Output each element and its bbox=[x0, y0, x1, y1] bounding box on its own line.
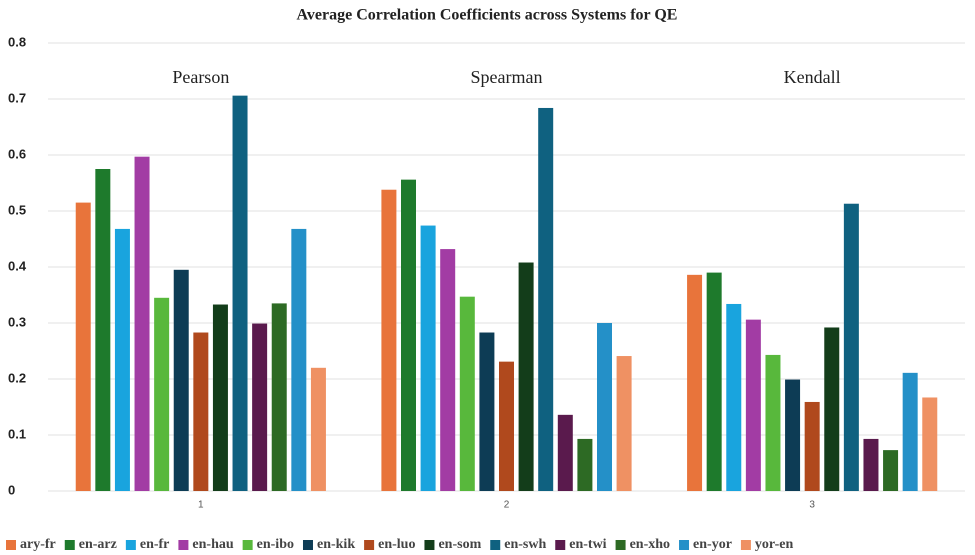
bar bbox=[479, 332, 495, 491]
bar bbox=[883, 450, 899, 491]
bar bbox=[401, 179, 416, 491]
bar bbox=[557, 414, 573, 491]
legend-label: en-yor bbox=[693, 537, 732, 552]
y-tick-label: 0.2 bbox=[8, 370, 26, 385]
bar bbox=[804, 401, 820, 491]
bar bbox=[173, 269, 189, 491]
legend-label: en-hau bbox=[192, 537, 233, 552]
legend-swatch bbox=[125, 540, 136, 550]
legend-label: en-arz bbox=[79, 537, 117, 552]
y-tick-label: 0.7 bbox=[8, 90, 26, 105]
bar bbox=[381, 189, 397, 491]
legend-swatch bbox=[364, 540, 375, 550]
legend-swatch bbox=[242, 540, 253, 550]
legend-swatch bbox=[555, 540, 566, 550]
bar bbox=[75, 202, 91, 491]
bar bbox=[212, 304, 228, 491]
bar bbox=[232, 95, 248, 491]
bar bbox=[459, 296, 475, 491]
legend-swatch bbox=[424, 540, 435, 550]
bar bbox=[577, 438, 593, 491]
bar bbox=[765, 354, 781, 491]
x-tick-label: 3 bbox=[809, 500, 815, 511]
y-tick-label: 0.3 bbox=[8, 314, 26, 329]
legend-label: en-ibo bbox=[257, 537, 294, 552]
legend-swatch bbox=[302, 540, 313, 550]
legend-label: en-som bbox=[438, 537, 481, 552]
bar bbox=[902, 372, 918, 491]
y-tick-label: 0.5 bbox=[8, 202, 26, 217]
legend-label: en-twi bbox=[569, 537, 606, 552]
legend-label: en-luo bbox=[378, 537, 415, 552]
bar bbox=[616, 356, 632, 491]
bar bbox=[518, 262, 534, 491]
bar bbox=[824, 327, 840, 491]
bar bbox=[252, 323, 268, 491]
bar bbox=[922, 397, 938, 491]
y-tick-label: 0.4 bbox=[8, 258, 27, 273]
bar bbox=[597, 323, 612, 491]
legend-label: en-swh bbox=[504, 537, 546, 552]
group-label: Spearman bbox=[471, 67, 543, 87]
group-label: Kendall bbox=[784, 67, 841, 87]
y-tick-label: 0.8 bbox=[8, 34, 26, 49]
y-tick-label: 0 bbox=[8, 482, 15, 497]
legend-label: en-kik bbox=[317, 537, 355, 552]
x-tick-label: 1 bbox=[198, 500, 204, 511]
bar bbox=[499, 361, 514, 491]
legend-swatch bbox=[178, 540, 189, 550]
bar bbox=[271, 303, 287, 491]
bar bbox=[154, 297, 170, 491]
legend-swatch bbox=[740, 540, 751, 550]
bar bbox=[291, 228, 307, 492]
bar bbox=[440, 249, 456, 491]
bar bbox=[745, 319, 761, 491]
bar bbox=[687, 274, 703, 491]
legend-swatch bbox=[615, 540, 626, 550]
bar bbox=[863, 438, 879, 491]
bar bbox=[420, 225, 436, 491]
legend-label: en-fr bbox=[140, 537, 170, 552]
bar bbox=[785, 379, 801, 491]
bar bbox=[95, 169, 111, 491]
legend-label: ary-fr bbox=[20, 537, 56, 552]
bar bbox=[193, 332, 209, 491]
group-label: Pearson bbox=[172, 67, 229, 87]
x-tick-label: 2 bbox=[504, 500, 510, 511]
legend-swatch bbox=[6, 540, 16, 550]
legend-label: yor-en bbox=[755, 537, 794, 552]
bar bbox=[726, 303, 742, 491]
bar bbox=[134, 156, 150, 491]
bar bbox=[114, 228, 130, 492]
legend-label: en-xho bbox=[630, 537, 670, 552]
bar bbox=[538, 107, 554, 492]
legend-swatch bbox=[64, 540, 75, 550]
y-tick-label: 0.6 bbox=[8, 146, 26, 161]
y-tick-label: 0.1 bbox=[8, 426, 26, 441]
chart-title: Average Correlation Coefficients across … bbox=[297, 7, 678, 24]
legend-swatch bbox=[679, 540, 690, 550]
legend-swatch bbox=[490, 540, 501, 550]
bar bbox=[843, 203, 859, 491]
bar bbox=[310, 367, 326, 491]
bar bbox=[706, 272, 722, 491]
